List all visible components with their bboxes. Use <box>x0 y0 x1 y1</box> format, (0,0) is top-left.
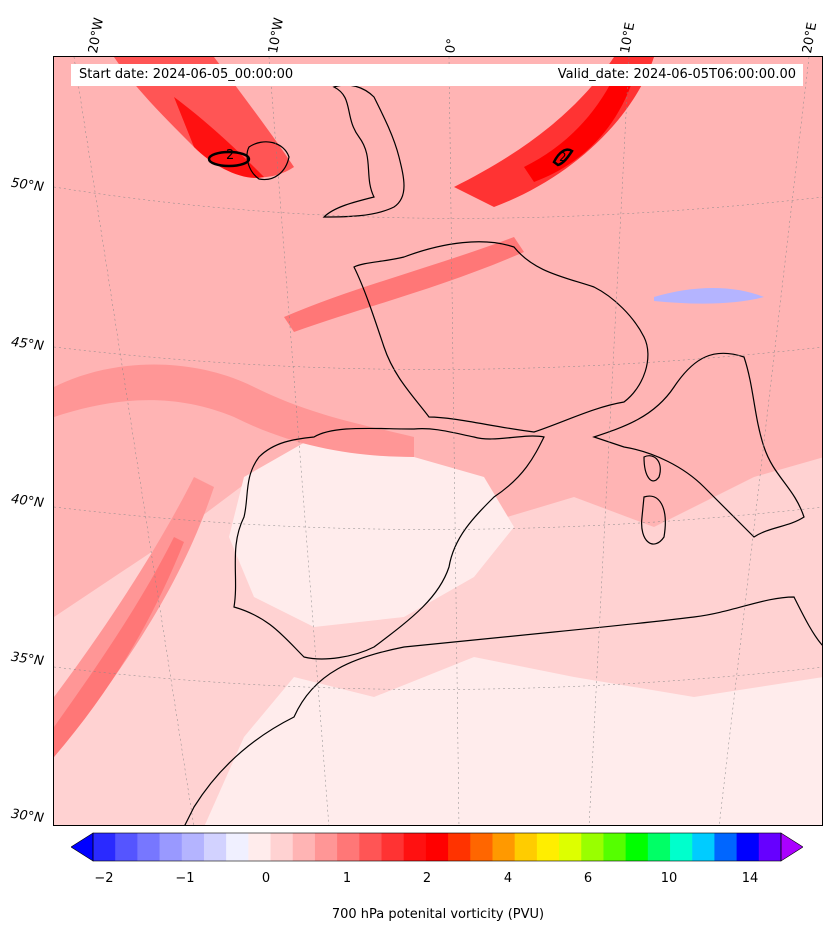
colorbar-cells <box>93 833 782 861</box>
pv-2-contour-west <box>207 150 251 168</box>
lon-label-20w: 20°W <box>86 16 108 55</box>
pv-band-west <box>54 364 414 457</box>
map-panel: 2 2 <box>53 56 823 826</box>
colorbar-high-extension <box>780 832 803 862</box>
graticule-lon-20e <box>718 57 810 825</box>
colorbar-cell <box>758 833 782 861</box>
colorbar-tick-minus2: −2 <box>94 871 114 886</box>
graticule-lat-40n <box>54 506 822 530</box>
colorbar-tick-10: 10 <box>660 871 678 886</box>
colorbar-tick-4: 4 <box>503 871 513 886</box>
colorbar-cell <box>736 833 760 861</box>
lon-label-0: 0° <box>443 37 461 55</box>
colorbar <box>71 832 803 862</box>
colorbar-cell <box>514 833 538 861</box>
graticule-lon-0 <box>448 57 460 825</box>
colorbar-cell <box>159 833 183 861</box>
colorbar-tick-14: 14 <box>741 871 759 886</box>
colorbar-tick-6: 6 <box>583 871 593 886</box>
pv-2-contour-east <box>552 148 574 167</box>
colorbar-cell <box>492 833 516 861</box>
colorbar-cell <box>381 833 405 861</box>
lat-label-35n: 35°N <box>10 649 45 670</box>
colorbar-label: 700 hPa potenital vorticity (PVU) <box>331 907 545 922</box>
ireland-coastline <box>246 141 290 181</box>
colorbar-cell <box>181 833 205 861</box>
colorbar-cell <box>448 833 471 861</box>
colorbar-cell <box>359 833 383 861</box>
colorbar-cell <box>270 833 294 861</box>
colorbar-cell <box>292 833 316 861</box>
colorbar-tick-0: 0 <box>261 871 271 886</box>
lat-label-40n: 40°N <box>10 491 45 512</box>
pv-jet-north-east <box>454 57 654 207</box>
colorbar-cell <box>425 833 449 861</box>
lon-label-10w: 10°W <box>266 16 288 55</box>
colorbar-frame <box>92 832 782 862</box>
pv-jet-north-east-core <box>524 77 634 182</box>
colorbar-cell <box>93 833 116 861</box>
pv-band-biscay <box>284 237 524 332</box>
colorbar-tick-1: 1 <box>342 871 352 886</box>
colorbar-low-extension <box>71 832 94 862</box>
lat-label-30n: 30°N <box>10 806 45 827</box>
colorbar-cell <box>603 833 627 861</box>
colorbar-cell <box>559 833 582 861</box>
start-date-label: Start date: 2024-06-05_00:00:00 <box>79 67 294 82</box>
colorbar-cell <box>670 833 693 861</box>
pv-lowest-region-africa <box>204 657 822 825</box>
date-info-box: Start date: 2024-06-05_00:00:00 Valid_da… <box>71 64 803 86</box>
sardinia-coastline <box>641 495 666 545</box>
corsica-coastline <box>643 455 661 482</box>
potential-vorticity-map: 2 2 <box>54 57 822 825</box>
graticule-lat-45n <box>54 346 822 370</box>
colorbar-cell <box>647 833 671 861</box>
graticule-lon-10e <box>588 57 630 825</box>
lat-label-50n: 50°N <box>10 175 45 196</box>
colorbar-cell <box>226 833 249 861</box>
colorbar-cell <box>692 833 715 861</box>
pv-band-southwest-core <box>54 537 184 757</box>
pv-jet-north-west-core <box>174 97 264 178</box>
contour-label-east: 2 <box>559 150 567 164</box>
italy-coastline <box>592 352 805 538</box>
colorbar-cell <box>403 833 427 861</box>
colorbar-cell <box>470 833 493 861</box>
colorbar-cell <box>337 833 360 861</box>
contour-label-west: 2 <box>226 148 234 163</box>
pv-negative-patch-alps <box>654 288 764 304</box>
north-africa-coastline <box>184 596 822 825</box>
valid-date-label: Valid_date: 2024-06-05T06:00:00.00 <box>557 67 796 82</box>
colorbar-cell <box>203 833 227 861</box>
colorbar-cell <box>625 833 649 861</box>
colorbar-cell <box>115 833 138 861</box>
colorbar-cell <box>248 833 272 861</box>
colorbar-cell <box>581 833 604 861</box>
colorbar-cell <box>314 833 338 861</box>
lon-label-10e: 10°E <box>618 21 639 55</box>
pv-low-region-iberia <box>229 437 514 627</box>
graticule-lat-35n <box>54 666 822 690</box>
colorbar-cell <box>137 833 161 861</box>
colorbar-cell <box>536 833 560 861</box>
lon-label-20e: 20°E <box>800 21 821 55</box>
colorbar-cell <box>714 833 738 861</box>
colorbar-tick-minus1: −1 <box>175 871 195 886</box>
france-coastline <box>353 241 649 433</box>
colorbar-tick-2: 2 <box>422 871 432 886</box>
graticule <box>54 57 822 825</box>
lat-label-45n: 45°N <box>10 334 45 355</box>
graticule-lon-10w <box>268 57 330 825</box>
iberia-coastline <box>233 427 545 660</box>
great-britain-coastline <box>322 84 405 218</box>
